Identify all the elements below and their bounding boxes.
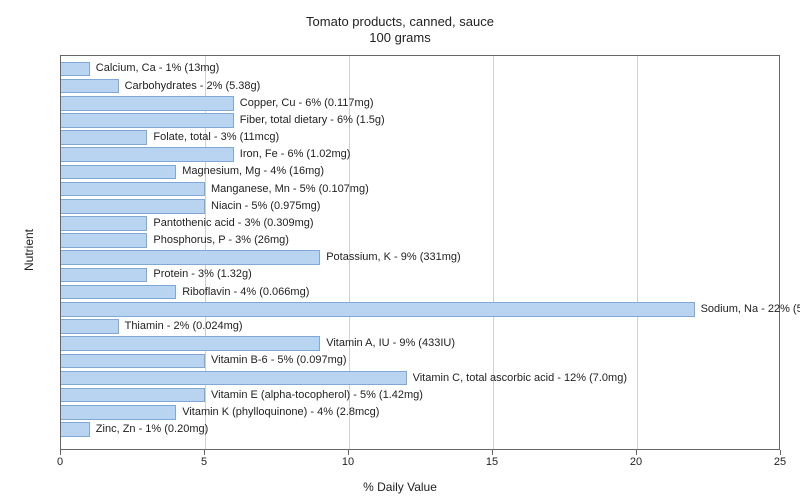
bar [61, 130, 147, 145]
bar-label: Niacin - 5% (0.975mg) [211, 201, 320, 212]
bar [61, 354, 205, 369]
bar-label: Carbohydrates - 2% (5.38g) [125, 81, 261, 92]
x-tick [204, 450, 205, 455]
bar [61, 62, 90, 77]
bar [61, 371, 407, 386]
bar [61, 336, 320, 351]
y-axis-label: Nutrient [22, 229, 36, 271]
bar [61, 388, 205, 403]
bar-label: Phosphorus, P - 3% (26mg) [153, 235, 289, 246]
bar-label: Calcium, Ca - 1% (13mg) [96, 63, 219, 74]
bar [61, 96, 234, 111]
bar [61, 199, 205, 214]
x-tick [780, 450, 781, 455]
x-tick [492, 450, 493, 455]
bar-label: Protein - 3% (1.32g) [153, 269, 251, 280]
bar-label: Vitamin B-6 - 5% (0.097mg) [211, 355, 347, 366]
bar [61, 422, 90, 437]
bar [61, 233, 147, 248]
bar [61, 268, 147, 283]
bar [61, 319, 119, 334]
bar-label: Manganese, Mn - 5% (0.107mg) [211, 184, 369, 195]
bar-label: Riboflavin - 4% (0.066mg) [182, 287, 309, 298]
bar-label: Vitamin K (phylloquinone) - 4% (2.8mcg) [182, 407, 379, 418]
chart-title-line1: Tomato products, canned, sauce [0, 14, 800, 29]
bar [61, 182, 205, 197]
bar [61, 165, 176, 180]
bar [61, 250, 320, 265]
bar-label: Vitamin E (alpha-tocopherol) - 5% (1.42m… [211, 390, 423, 401]
bar [61, 216, 147, 231]
x-tick-label: 10 [342, 456, 354, 468]
x-tick-label: 15 [486, 456, 498, 468]
x-tick-label: 5 [201, 456, 207, 468]
bar-label: Pantothenic acid - 3% (0.309mg) [153, 218, 313, 229]
bar [61, 405, 176, 420]
bar-label: Vitamin C, total ascorbic acid - 12% (7.… [413, 373, 627, 384]
bar-label: Thiamin - 2% (0.024mg) [125, 321, 243, 332]
x-tick [348, 450, 349, 455]
bar-label: Folate, total - 3% (11mcg) [153, 132, 279, 143]
bar [61, 302, 695, 317]
x-tick-label: 0 [57, 456, 63, 468]
bar-label: Sodium, Na - 22% (524mg) [701, 304, 800, 315]
bar-label: Potassium, K - 9% (331mg) [326, 252, 461, 263]
x-tick-label: 20 [630, 456, 642, 468]
bar-label: Magnesium, Mg - 4% (16mg) [182, 166, 324, 177]
bar-label: Zinc, Zn - 1% (0.20mg) [96, 424, 208, 435]
x-axis-label: % Daily Value [0, 480, 800, 494]
bar-label: Fiber, total dietary - 6% (1.5g) [240, 115, 385, 126]
bar-label: Copper, Cu - 6% (0.117mg) [240, 98, 374, 109]
bar [61, 285, 176, 300]
gridline [493, 56, 494, 449]
bar [61, 79, 119, 94]
plot-area: Calcium, Ca - 1% (13mg) Carbohydrates - 2… [60, 55, 780, 450]
bar [61, 147, 234, 162]
chart-container: Tomato products, canned, sauce 100 grams… [0, 0, 800, 500]
bar-label: Vitamin A, IU - 9% (433IU) [326, 338, 455, 349]
bar-label: Iron, Fe - 6% (1.02mg) [240, 149, 351, 160]
gridline [637, 56, 638, 449]
x-tick-label: 25 [774, 456, 786, 468]
x-tick [60, 450, 61, 455]
chart-title-line2: 100 grams [0, 30, 800, 45]
bar [61, 113, 234, 128]
x-tick [636, 450, 637, 455]
